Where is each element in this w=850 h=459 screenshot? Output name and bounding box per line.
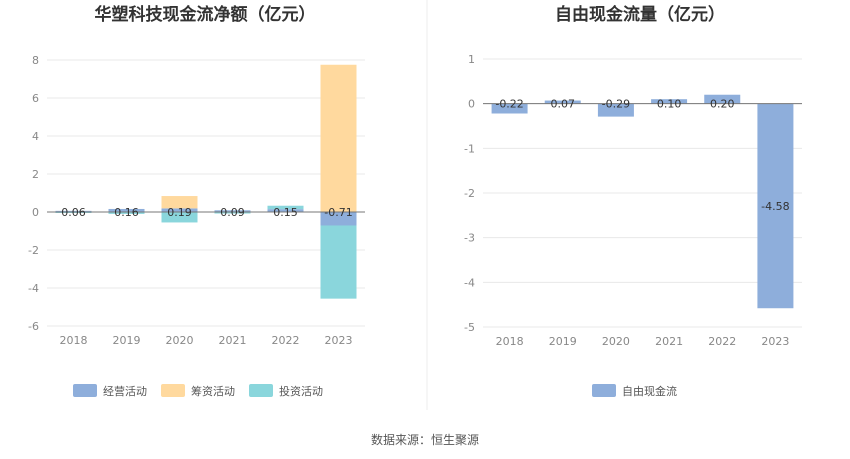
y-tick-label: -2	[464, 187, 475, 200]
y-tick-label: 0	[32, 206, 39, 219]
bar	[267, 209, 304, 212]
x-tick-label: 2022	[708, 335, 736, 348]
data-label: 0.20	[710, 98, 735, 111]
y-tick-label: -5	[464, 321, 475, 334]
legend-label: 投资活动	[279, 384, 323, 398]
x-tick-label: 2023	[761, 335, 789, 348]
bar	[161, 212, 198, 223]
data-label: 0.10	[657, 98, 682, 111]
y-tick-label: -6	[28, 320, 39, 333]
chart-title: 自由现金流量（亿元）	[555, 4, 725, 25]
data-label: -4.58	[761, 200, 789, 213]
y-tick-label: 8	[32, 54, 39, 67]
legend-label: 筹资活动	[191, 384, 235, 398]
data-label: -0.29	[602, 98, 630, 111]
y-tick-label: 2	[32, 168, 39, 181]
legend-label: 自由现金流	[622, 384, 677, 398]
bar	[757, 103, 794, 309]
free-cash-flow-chart: 自由现金流量（亿元） -5 -4 -3 -2 -1 0 1 2018 2019 2020 2021 20…	[464, 4, 802, 398]
bar	[491, 103, 528, 114]
legend-swatch	[592, 384, 616, 397]
x-tick-label: 2019	[549, 335, 577, 348]
x-tick-label: 2020	[166, 334, 194, 347]
y-tick-label: -2	[28, 244, 39, 257]
bar	[704, 94, 741, 104]
bar	[214, 212, 251, 214]
legend-swatch	[249, 384, 273, 397]
data-label: 0.09	[220, 206, 245, 219]
bar	[267, 205, 304, 210]
bar	[544, 100, 581, 104]
y-tick-label: -1	[464, 142, 475, 155]
bar	[320, 64, 357, 212]
y-tick-label: -3	[464, 232, 475, 245]
bar	[108, 212, 145, 214]
y-tick-label: 1	[468, 53, 475, 66]
data-label: 0.16	[114, 206, 139, 219]
x-tick-label: 2018	[60, 334, 88, 347]
data-label: 0.07	[551, 98, 576, 111]
legend-swatch	[161, 384, 185, 397]
bar	[108, 208, 145, 212]
cash-flow-net-chart: 华塑科技现金流净额（亿元） -6 -4 -2 0 2 4 6 8 2018 2019 2020 2021…	[28, 4, 365, 398]
x-tick-label: 2021	[655, 335, 683, 348]
bar	[214, 210, 251, 212]
y-tick-label: -4	[28, 282, 39, 295]
legend-label: 经营活动	[103, 384, 147, 398]
bar	[320, 225, 357, 299]
x-tick-label: 2023	[325, 334, 353, 347]
y-tick-label: 4	[32, 130, 39, 143]
x-tick-label: 2018	[496, 335, 524, 348]
data-label: 0.06	[61, 206, 86, 219]
data-label: 0.19	[167, 206, 192, 219]
bar	[320, 212, 357, 226]
y-tick-label: 6	[32, 92, 39, 105]
data-label: -0.71	[324, 206, 352, 219]
data-label: -0.22	[495, 98, 523, 111]
data-source-note: 数据来源：恒生聚源	[371, 432, 479, 447]
x-tick-label: 2021	[219, 334, 247, 347]
bar	[161, 196, 198, 209]
chart-title: 华塑科技现金流净额（亿元）	[95, 4, 316, 25]
bar	[651, 99, 688, 104]
data-label: 0.15	[273, 206, 298, 219]
x-tick-label: 2022	[272, 334, 300, 347]
x-tick-label: 2020	[602, 335, 630, 348]
bar	[55, 210, 92, 212]
y-tick-label: -4	[464, 276, 475, 289]
legend-swatch	[73, 384, 97, 397]
bar	[161, 208, 198, 212]
x-tick-label: 2019	[113, 334, 141, 347]
bar	[597, 103, 634, 117]
y-tick-label: 0	[468, 98, 475, 111]
